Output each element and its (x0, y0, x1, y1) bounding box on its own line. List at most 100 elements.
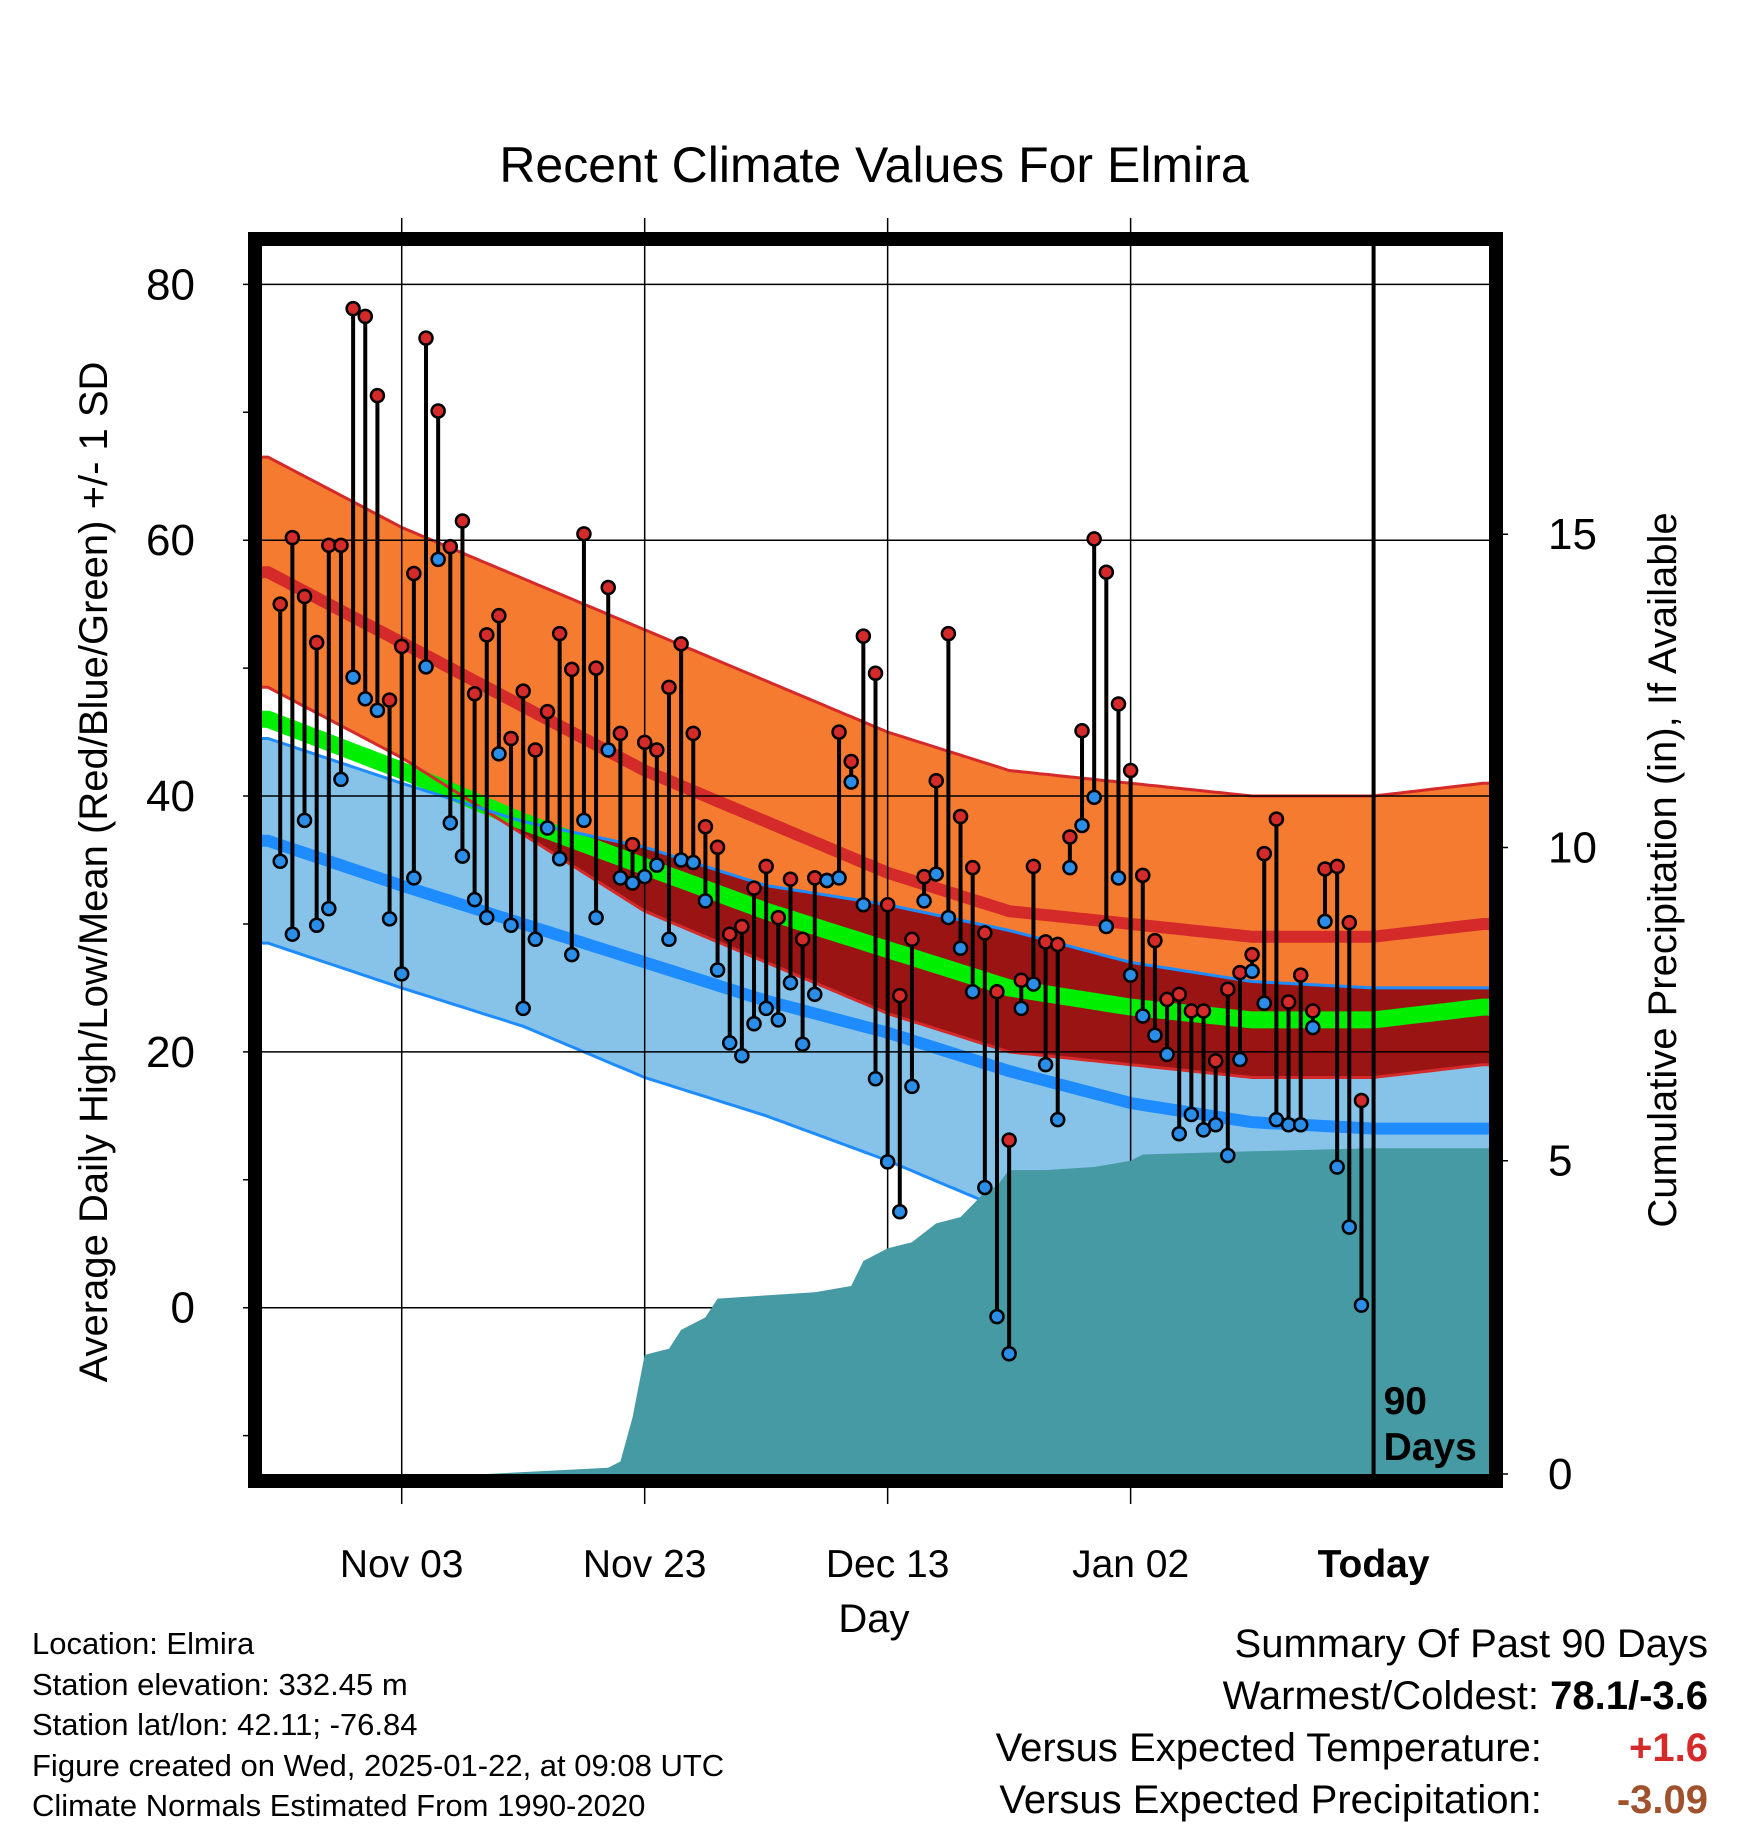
low-point (1244, 963, 1260, 980)
high-point (1025, 858, 1042, 875)
plot-border (248, 232, 1503, 1488)
low-point (491, 746, 507, 762)
high-point (770, 909, 787, 926)
high-point (940, 625, 957, 642)
low-point (588, 909, 604, 926)
high-point (952, 808, 969, 825)
low-point (600, 742, 616, 758)
high-point (721, 926, 738, 942)
high-point (1341, 914, 1358, 931)
warmest-coldest-label: Warmest/Coldest: (1222, 1674, 1539, 1718)
low-point (843, 774, 859, 790)
high-point (345, 300, 361, 317)
low-point (1037, 1056, 1054, 1073)
days-marker-label: 90 Days (1384, 1380, 1477, 1469)
low-point (673, 852, 689, 868)
high-point (964, 859, 981, 876)
high-point (624, 836, 641, 853)
low-point (867, 1070, 884, 1087)
low-point (1317, 913, 1333, 930)
low-point (1329, 1159, 1345, 1175)
low-point (515, 1000, 531, 1017)
days-marker-line: Days (1384, 1426, 1477, 1469)
temp-departure-value: +1.6 (1629, 1726, 1708, 1770)
high-point (855, 628, 872, 644)
low-point (624, 875, 641, 891)
low-point (430, 551, 446, 568)
low-point (855, 897, 872, 913)
low-point (770, 1012, 787, 1028)
y2-tick-label: 15 (1548, 510, 1597, 559)
high-point (782, 871, 799, 887)
y2-axis-label: Cumulative Precipitation (in), If Availa… (1641, 512, 1685, 1227)
low-point (916, 893, 932, 909)
observations (272, 300, 1370, 1362)
low-point (819, 872, 835, 889)
low-point (1220, 1147, 1236, 1164)
high-point (1329, 858, 1345, 875)
low-point (1353, 1297, 1370, 1313)
high-point (478, 627, 495, 643)
high-point (1171, 986, 1187, 1003)
high-point (1195, 1003, 1212, 1019)
high-point (539, 703, 556, 720)
high-point (794, 931, 811, 948)
low-point (333, 771, 349, 788)
warmest-coldest-value: 78.1/-3.6 (1550, 1674, 1708, 1718)
high-point (406, 565, 422, 582)
low-point (1171, 1125, 1187, 1142)
high-point (1305, 1003, 1321, 1019)
low-point (1122, 967, 1139, 983)
low-point (1025, 976, 1042, 992)
low-point (721, 1035, 738, 1051)
high-point (466, 685, 483, 702)
high-point (588, 660, 604, 676)
high-point (734, 918, 750, 935)
precip-departure-row: Versus Expected Precipitation: -3.09 (996, 1774, 1708, 1826)
high-point (551, 625, 568, 642)
high-point (928, 772, 944, 789)
low-point (539, 820, 556, 836)
location-text: Location: Elmira (32, 1626, 255, 1661)
high-point (1098, 564, 1115, 580)
high-point (308, 634, 325, 651)
high-point (296, 588, 313, 605)
high-point (1135, 867, 1151, 884)
low-point (1135, 1008, 1151, 1024)
low-point (345, 669, 361, 685)
y-axis-label: Average Daily High/Low/Mean (Red/Blue/Gr… (72, 362, 116, 1383)
low-point (1305, 1019, 1321, 1036)
low-point (393, 966, 410, 982)
x-axis-label: Day (838, 1597, 909, 1641)
low-point (661, 931, 677, 948)
high-point (393, 638, 410, 655)
high-point (1244, 946, 1260, 963)
low-point (782, 975, 799, 991)
x-tick-label: Dec 13 (826, 1543, 950, 1586)
low-point (746, 1015, 762, 1032)
high-point (746, 880, 762, 896)
low-point (685, 854, 702, 871)
high-point (1049, 936, 1066, 953)
low-point (831, 870, 847, 886)
x-tick-label: Jan 02 (1072, 1543, 1189, 1586)
latlon-text: Station lat/lon: 42.11; -76.84 (32, 1707, 418, 1742)
low-point (442, 815, 459, 831)
high-point (989, 984, 1005, 1000)
low-point (928, 866, 944, 882)
high-point (381, 692, 398, 708)
high-point (879, 897, 896, 913)
low-point (636, 868, 653, 885)
low-point (1207, 1117, 1224, 1133)
y-tick-label: 80 (146, 260, 195, 309)
station-info: Location: Elmira Station elevation: 332.… (32, 1624, 724, 1827)
high-point (1353, 1092, 1370, 1109)
low-point (418, 659, 434, 675)
days-marker-line: 90 (1384, 1380, 1427, 1423)
high-point (709, 839, 726, 855)
low-point (989, 1308, 1005, 1325)
low-point (454, 848, 471, 864)
low-point (794, 1036, 811, 1052)
low-point (952, 940, 969, 957)
low-point (758, 1000, 774, 1017)
